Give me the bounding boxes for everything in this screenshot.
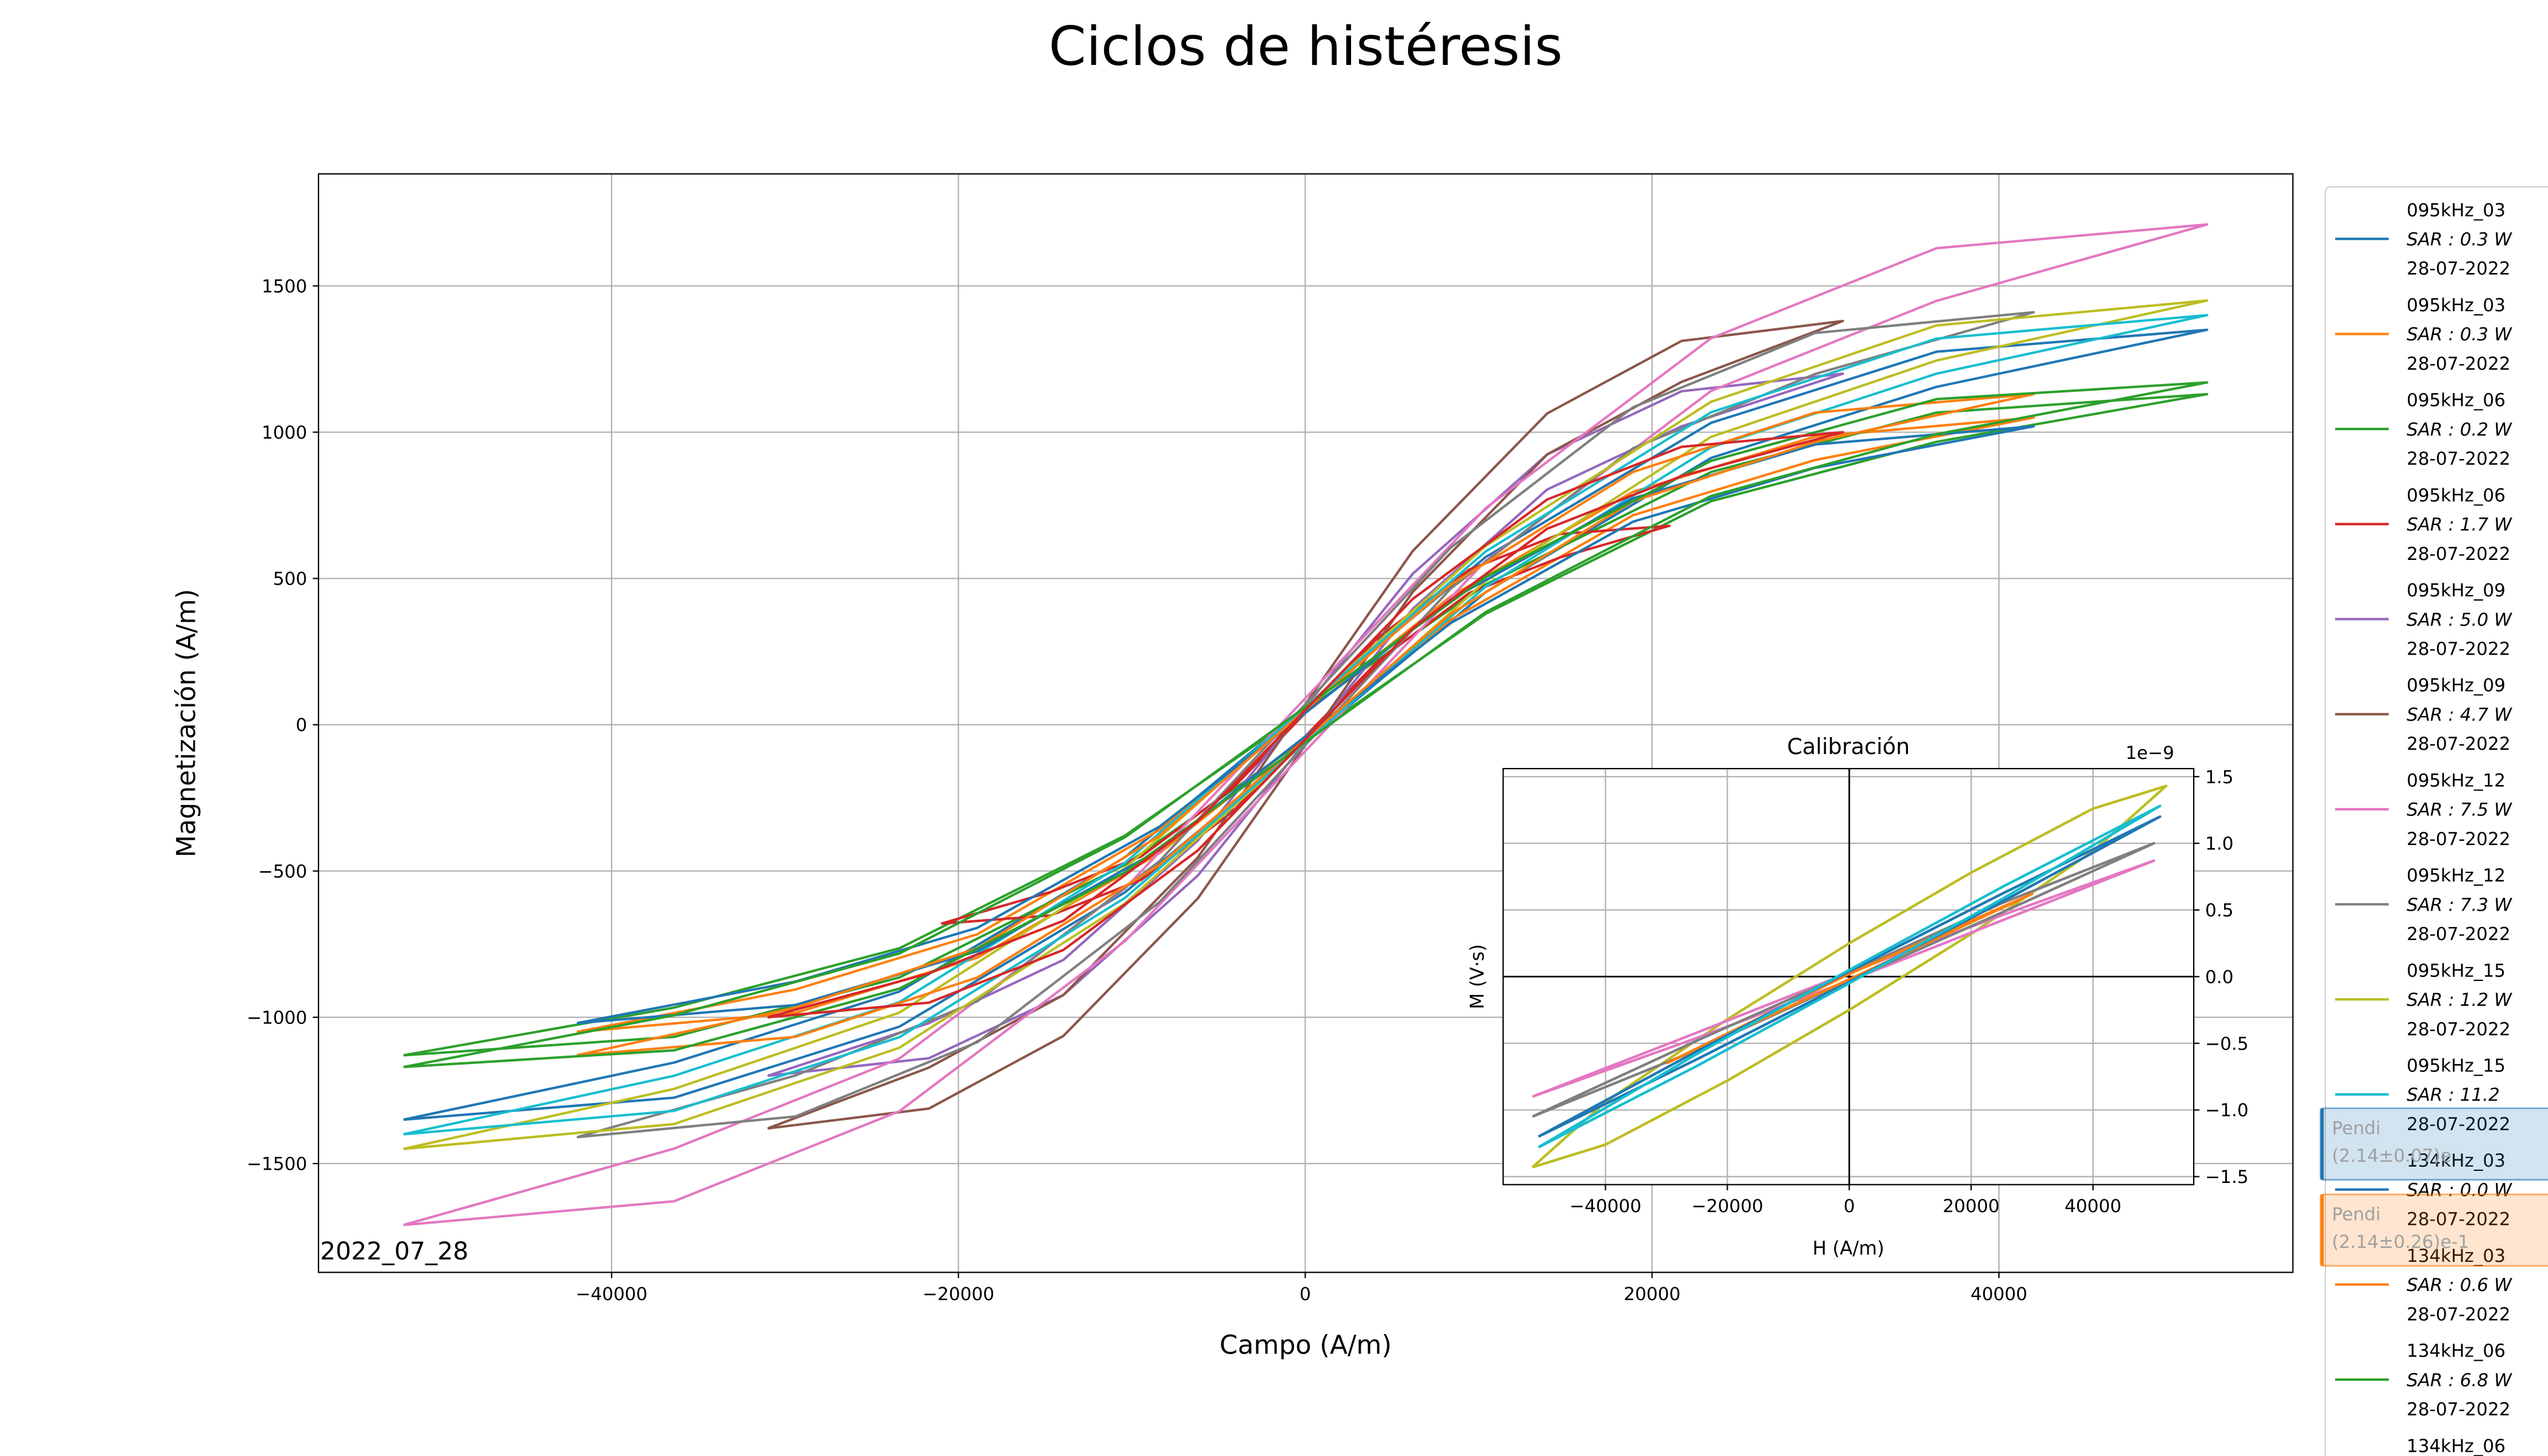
legend-date: 28-07-2022: [2407, 353, 2510, 374]
y-tick-label: 1500: [261, 276, 307, 297]
legend-date: 28-07-2022: [2407, 638, 2510, 659]
series-line: [767, 320, 1844, 1130]
legend-date: 28-07-2022: [2407, 1114, 2510, 1134]
series-line: [403, 314, 2208, 1136]
legend-label: 095kHz_09: [2407, 675, 2506, 696]
legend-date: 28-07-2022: [2407, 258, 2510, 279]
y-tick-label: −1500: [247, 1154, 308, 1175]
legend-label: 134kHz_06: [2407, 1341, 2506, 1361]
legend-label: 095kHz_12: [2407, 865, 2506, 886]
date-annotation: 2022_07_28: [320, 1238, 469, 1266]
legend-label: 095kHz_15: [2407, 1056, 2506, 1076]
legend-label: 095kHz_06: [2407, 485, 2506, 505]
series-line: [403, 299, 2208, 1150]
x-tick-label: −40000: [1569, 1196, 1641, 1216]
legend-date: 28-07-2022: [2407, 1019, 2510, 1039]
y-tick-label: 1000: [261, 422, 307, 443]
legend-date: 28-07-2022: [2407, 1304, 2510, 1324]
x-tick-label: −20000: [923, 1284, 994, 1304]
legend-sar: SAR : 4.7 W: [2407, 704, 2513, 725]
legend-sar: SAR : 0.2 W: [2407, 419, 2513, 440]
legend-label: 095kHz_09: [2407, 580, 2506, 601]
legend-sar: SAR : 0.6 W: [2407, 1275, 2513, 1295]
x-tick-label: 20000: [1623, 1284, 1680, 1304]
legend: 095kHz_03 SAR : 0.3 W 28-07-2022 095kHz_03 S…: [2319, 186, 2548, 1456]
y-tick-label: −0.5: [2205, 1033, 2249, 1054]
legend-date: 28-07-2022: [2407, 733, 2510, 754]
legend-date: 28-07-2022: [2407, 924, 2510, 945]
series-line: [767, 372, 1844, 1077]
slope-text: (2.14±0.07)e: [2332, 1145, 2452, 1166]
axes-frame: [317, 173, 2294, 1273]
legend-sar: SAR : 1.7 W: [2407, 514, 2513, 535]
legend-label: 095kHz_12: [2407, 770, 2506, 790]
legend-sar: SAR : 7.3 W: [2407, 894, 2513, 915]
y-tick-label: 0.5: [2205, 900, 2234, 921]
x-tick-label: 0: [1844, 1196, 1855, 1216]
x-tick-label: −40000: [576, 1284, 647, 1304]
x-tick-label: 0: [1299, 1284, 1311, 1304]
legend-sar: SAR : 11.2: [2407, 1085, 2500, 1105]
legend-sar: SAR : 0.3 W: [2407, 324, 2513, 345]
y-axis-label: Magnetización (A/m): [171, 589, 201, 858]
legend-label: 134kHz_06: [2407, 1435, 2506, 1456]
y-tick-label: 500: [273, 568, 307, 589]
legend-label: 095kHz_03: [2407, 295, 2506, 315]
slope-text: Pendi: [2332, 1118, 2381, 1139]
y-tick-label: −1000: [247, 1007, 308, 1028]
y-tick-label: 1.5: [2205, 767, 2234, 787]
legend-date: 28-07-2022: [2407, 829, 2510, 849]
legend-sar: SAR : 7.5 W: [2407, 800, 2513, 820]
legend-sar: SAR : 5.0 W: [2407, 609, 2513, 630]
x-tick-label: −20000: [1691, 1196, 1763, 1216]
legend-sar: SAR : 6.8 W: [2407, 1370, 2513, 1390]
series-line: [576, 416, 2035, 1033]
y-tick-label: −1.0: [2205, 1100, 2249, 1121]
legend-sar: SAR : 1.2 W: [2407, 989, 2513, 1010]
inset-title: Calibración: [1787, 733, 1910, 760]
slope-text: Pendi: [2332, 1204, 2381, 1225]
x-axis-label: H (A/m): [1813, 1238, 1884, 1259]
series-line: [576, 311, 2035, 1139]
legend-label: 095kHz_06: [2407, 390, 2506, 411]
y-tick-label: 1.0: [2205, 834, 2234, 854]
legend-label: 134kHz_03: [2407, 1150, 2506, 1171]
legend-label: 095kHz_15: [2407, 960, 2506, 981]
y-tick-label: −1.5: [2205, 1167, 2249, 1187]
legend-sar: SAR : 0.0 W: [2407, 1179, 2513, 1200]
y-tick-label: 0: [296, 715, 308, 735]
offset-text: 1e−9: [2126, 743, 2174, 763]
y-axis-label: M (V·s): [1467, 944, 1489, 1009]
x-tick-label: 40000: [1970, 1284, 2027, 1304]
legend-label: 134kHz_03: [2407, 1245, 2506, 1266]
x-tick-label: 40000: [2064, 1196, 2122, 1216]
y-tick-label: 0.0: [2205, 966, 2234, 987]
legend-date: 28-07-2022: [2407, 1399, 2510, 1420]
legend-label: 095kHz_03: [2407, 200, 2506, 220]
legend-sar: SAR : 0.3 W: [2407, 229, 2513, 249]
x-tick-label: 20000: [1943, 1196, 2000, 1216]
legend-date: 28-07-2022: [2407, 1209, 2510, 1230]
series-line: [767, 431, 1844, 1019]
series-line: [403, 381, 2208, 1068]
axes-frame: [1502, 767, 2195, 1185]
chart-title: Ciclos de histéresis: [1049, 15, 1563, 78]
series-line: [1537, 804, 2162, 1149]
series-line: [576, 425, 2035, 1025]
slope-text: (2.14±0.26)e-1: [2332, 1232, 2469, 1252]
legend-date: 28-07-2022: [2407, 448, 2510, 469]
y-tick-label: −500: [258, 861, 307, 881]
x-axis-label: Campo (A/m): [1219, 1330, 1392, 1360]
legend-date: 28-07-2022: [2407, 544, 2510, 564]
legend-frame: [2324, 186, 2548, 1456]
